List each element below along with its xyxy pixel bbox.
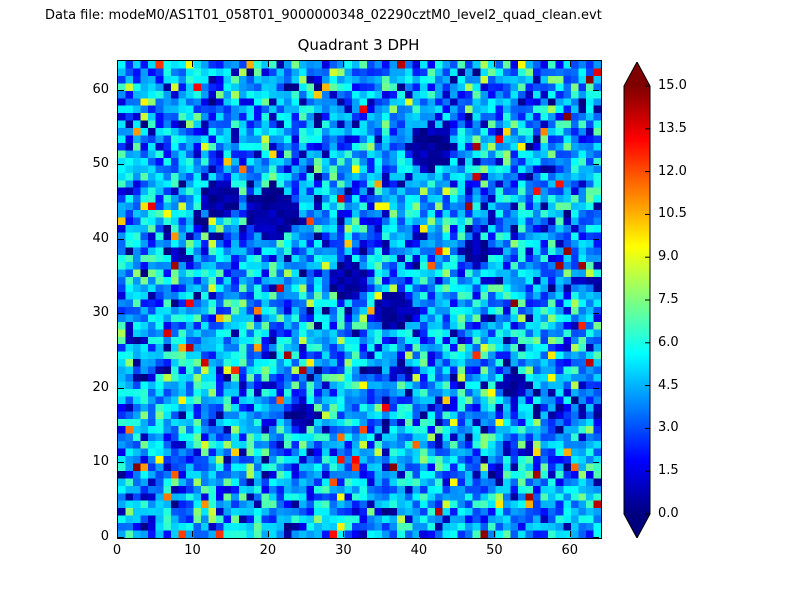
- colorbar-tick-label: 7.5: [658, 292, 679, 307]
- x-axis-tick-label: 10: [184, 543, 201, 558]
- y-axis-tick-mark: [593, 387, 599, 389]
- y-axis-tick-mark: [118, 164, 124, 166]
- x-axis-tick-mark: [494, 61, 496, 67]
- x-axis-tick-label: 50: [486, 543, 503, 558]
- y-axis-tick-mark: [118, 462, 124, 464]
- colorbar-tick-label: 6.0: [658, 334, 679, 350]
- colorbar-tick-label: 4.5: [658, 377, 679, 393]
- x-axis-tick-mark: [267, 61, 269, 67]
- y-axis-tick-mark: [593, 313, 599, 315]
- x-axis-tick-mark: [267, 531, 269, 537]
- x-axis-tick-mark: [117, 61, 118, 67]
- colorbar-tick-label: 12.0: [658, 163, 687, 179]
- colorbar-tick-label: 13.5: [658, 120, 687, 136]
- colorbar-tick-label: 15.0: [658, 78, 687, 93]
- colorbar-tick-label: 9.0: [658, 249, 679, 265]
- x-axis-tick-mark: [494, 531, 496, 537]
- y-axis-tick-mark: [593, 238, 599, 240]
- x-axis-tick-mark: [418, 61, 420, 67]
- y-axis-tick-label: 50: [92, 156, 109, 172]
- y-axis-tick-mark: [118, 537, 124, 538]
- y-axis-tick-mark: [593, 537, 599, 538]
- x-axis-tick-mark: [343, 531, 345, 537]
- x-axis-tick-mark: [192, 531, 194, 537]
- y-axis-tick-mark: [118, 89, 124, 91]
- heatmap-canvas: [118, 61, 601, 538]
- colorbar-tick-label: 0.0: [658, 506, 679, 521]
- colorbar-tick-label: 1.5: [658, 463, 679, 479]
- y-axis-tick-label: 10: [92, 454, 109, 470]
- x-axis-tick-label: 40: [410, 543, 428, 558]
- x-axis-tick-mark: [117, 531, 118, 537]
- x-axis-tick-label: 60: [561, 543, 579, 558]
- x-axis-tick-mark: [418, 531, 420, 537]
- y-axis-tick-mark: [118, 387, 124, 389]
- colorbar-ticks: [645, 85, 650, 515]
- x-axis-tick-label: 20: [259, 543, 277, 558]
- y-axis-tick-mark: [593, 462, 599, 464]
- x-axis-tick-mark: [569, 61, 571, 67]
- colorbar-tick-label: 10.5: [658, 206, 687, 222]
- y-axis-tick-mark: [593, 89, 599, 91]
- y-axis-tick-mark: [118, 313, 124, 315]
- x-axis-tick-label: 0: [112, 543, 122, 558]
- y-axis-tick-label: 0: [100, 529, 109, 544]
- y-axis-tick-label: 40: [92, 230, 109, 246]
- y-axis-tick-label: 30: [92, 305, 109, 321]
- x-axis-tick-mark: [192, 61, 194, 67]
- y-axis-tick-label: 20: [92, 379, 109, 395]
- colorbar: [623, 62, 651, 538]
- y-axis-tick-mark: [118, 238, 124, 240]
- x-axis-tick-mark: [343, 61, 345, 67]
- y-axis-tick-mark: [593, 164, 599, 166]
- x-axis-tick-mark: [569, 531, 571, 537]
- colorbar-tick-label: 3.0: [658, 420, 679, 436]
- y-axis-tick-label: 60: [92, 81, 109, 97]
- plot-area: [117, 60, 602, 539]
- data-file-label: Data file: modeM0/AS1T01_058T01_90000003…: [45, 8, 602, 23]
- plot-title: Quadrant 3 DPH: [297, 36, 420, 54]
- x-axis-tick-label: 30: [335, 543, 352, 558]
